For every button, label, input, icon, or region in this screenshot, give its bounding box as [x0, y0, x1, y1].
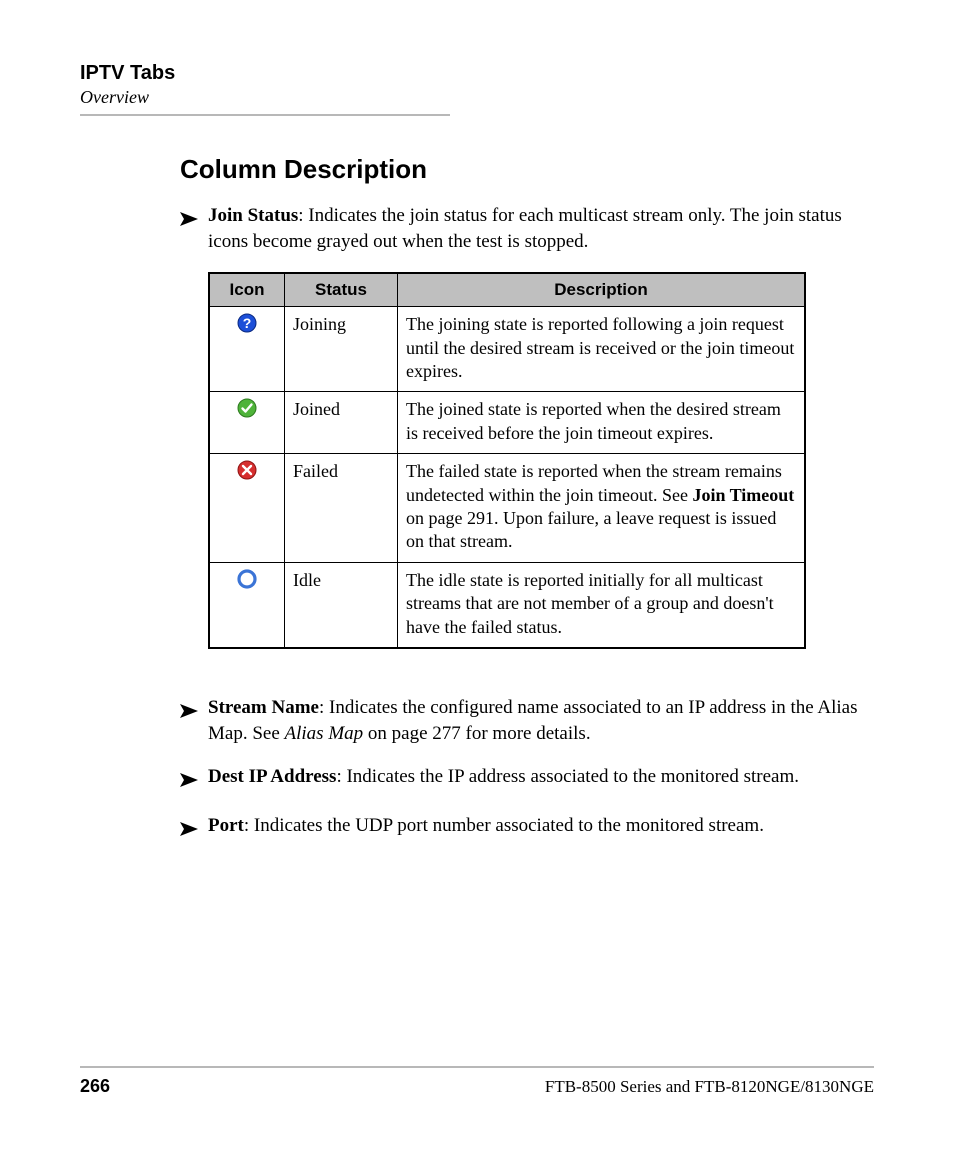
cell-icon — [209, 454, 285, 563]
bullet-text: Port: Indicates the UDP port number asso… — [208, 813, 864, 839]
cell-icon — [209, 392, 285, 454]
svg-text:?: ? — [243, 315, 252, 331]
table-row: Idle The idle state is reported initiall… — [209, 562, 805, 648]
th-description: Description — [398, 273, 806, 307]
cell-status: Failed — [285, 454, 398, 563]
header-rule — [80, 114, 450, 116]
th-icon: Icon — [209, 273, 285, 307]
desc-text: The joining state is reported following … — [406, 314, 794, 381]
footer-rule — [80, 1066, 874, 1068]
cell-status: Idle — [285, 562, 398, 648]
bullet-text: Dest IP Address: Indicates the IP addres… — [208, 764, 864, 790]
question-icon: ? — [237, 313, 257, 339]
page-header: IPTV Tabs Overview — [80, 62, 874, 116]
cell-icon: ? — [209, 307, 285, 392]
arrow-icon — [180, 818, 208, 844]
bullet-text: Join Status: Indicates the join status f… — [208, 203, 864, 254]
desc-bold: Join Timeout — [692, 485, 794, 505]
content-area: Column Description Join Status: Indicate… — [180, 154, 864, 844]
bullet-dest-ip: Dest IP Address: Indicates the IP addres… — [180, 764, 864, 795]
footer-text: FTB-8500 Series and FTB-8120NGE/8130NGE — [545, 1077, 874, 1097]
cross-icon — [237, 460, 257, 486]
header-title: IPTV Tabs — [80, 62, 874, 85]
cell-description: The failed state is reported when the st… — [398, 454, 806, 563]
cell-icon — [209, 562, 285, 648]
bullet-text: Stream Name: Indicates the configured na… — [208, 695, 864, 746]
bullet-label: Join Status — [208, 205, 298, 226]
bullet-label: Port — [208, 815, 244, 836]
table-row: Failed The failed state is reported when… — [209, 454, 805, 563]
cell-description: The joining state is reported following … — [398, 307, 806, 392]
bullet-port: Port: Indicates the UDP port number asso… — [180, 813, 864, 844]
desc-post: on page 291. Upon failure, a leave reque… — [406, 508, 776, 551]
arrow-icon — [180, 700, 208, 726]
document-page: IPTV Tabs Overview Column Description Jo… — [0, 0, 954, 1159]
desc-text: The joined state is reported when the de… — [406, 399, 781, 442]
bullet-label: Stream Name — [208, 697, 319, 718]
bullet-body: : Indicates the IP address associated to… — [336, 766, 799, 787]
section-title: Column Description — [180, 154, 864, 185]
cell-description: The idle state is reported initially for… — [398, 562, 806, 648]
bullet-body-post: on page 277 for more details. — [363, 723, 590, 744]
footer-row: 266 FTB-8500 Series and FTB-8120NGE/8130… — [80, 1076, 874, 1097]
desc-text: The idle state is reported initially for… — [406, 570, 774, 637]
bullet-label: Dest IP Address — [208, 766, 336, 787]
th-status: Status — [285, 273, 398, 307]
check-icon — [237, 398, 257, 424]
status-table: Icon Status Description ? J — [208, 272, 806, 649]
cell-status: Joined — [285, 392, 398, 454]
arrow-icon — [180, 208, 208, 234]
bullet-body: : Indicates the UDP port number associat… — [244, 815, 764, 836]
bullet-italic: Alias Map — [285, 723, 364, 744]
bullet-body: : Indicates the join status for each mul… — [208, 205, 842, 252]
header-subtitle: Overview — [80, 87, 874, 108]
cell-description: The joined state is reported when the de… — [398, 392, 806, 454]
page-number: 266 — [80, 1076, 110, 1097]
page-footer: 266 FTB-8500 Series and FTB-8120NGE/8130… — [80, 1066, 874, 1097]
table-header-row: Icon Status Description — [209, 273, 805, 307]
bullet-stream-name: Stream Name: Indicates the configured na… — [180, 695, 864, 746]
cell-status: Joining — [285, 307, 398, 392]
bullet-join-status: Join Status: Indicates the join status f… — [180, 203, 864, 254]
table-row: Joined The joined state is reported when… — [209, 392, 805, 454]
ring-icon — [237, 569, 257, 595]
table-row: ? Joining The joining state is reported … — [209, 307, 805, 392]
arrow-icon — [180, 769, 208, 795]
